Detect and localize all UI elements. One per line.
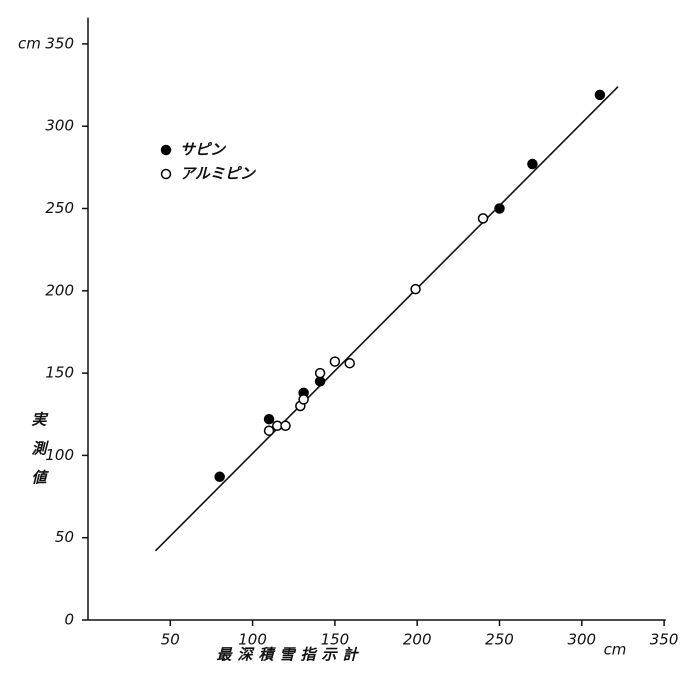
point [527, 158, 538, 170]
y-tick-label: 200 [45, 281, 74, 299]
point [214, 471, 225, 483]
y-tick-label: 50 [55, 528, 74, 546]
point [314, 367, 326, 379]
y-tick-label: 350 [45, 34, 74, 52]
point [344, 357, 355, 369]
x-unit: cm [604, 641, 627, 659]
y-tick-label: 250 [45, 199, 74, 217]
point [410, 283, 421, 295]
point [298, 394, 309, 405]
x-tick-label: 100 [238, 631, 267, 649]
point [494, 203, 505, 214]
y-axis-label: 実測値 [28, 412, 48, 499]
point [263, 425, 275, 436]
y-tick-label: 150 [45, 364, 74, 382]
point [594, 89, 606, 101]
x-tick-label: 200 [403, 631, 432, 649]
x-tick-label: 50 [161, 631, 180, 649]
x-tick-label: 300 [567, 631, 596, 649]
legend-label: アルミピン [180, 165, 257, 183]
legend-label: サピン [180, 141, 227, 159]
x-axis-label: 最深積雪指示計 [216, 646, 363, 664]
y-tick-label: 100 [45, 446, 74, 464]
point [280, 420, 291, 432]
x-tick-label: 250 [485, 631, 514, 649]
point [477, 213, 489, 224]
x-tick-label: 150 [321, 631, 350, 649]
x-tick-label: 350 [650, 631, 679, 649]
y-unit: cm [18, 34, 41, 52]
y-tick-label: 0 [64, 611, 74, 629]
point [263, 413, 275, 425]
point [329, 356, 341, 367]
fit-line [154, 86, 619, 552]
legend-marker [160, 168, 172, 180]
legend-marker [160, 144, 172, 156]
y-tick-label: 300 [45, 117, 74, 135]
